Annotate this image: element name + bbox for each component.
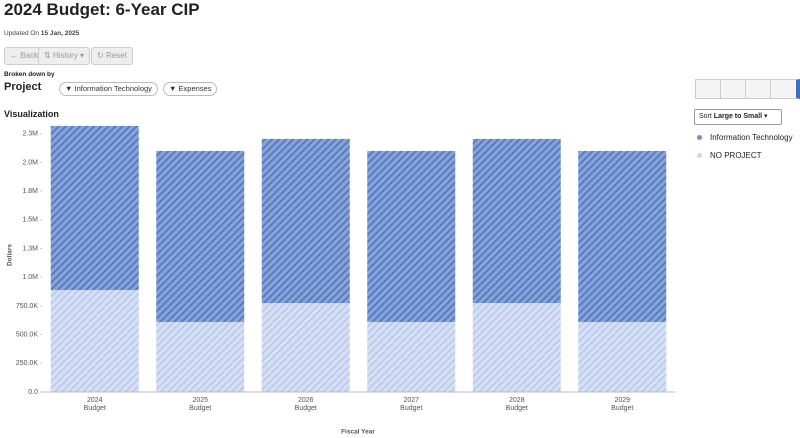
x-tick-sublabel: Budget: [400, 405, 422, 412]
y-tick-label: 1.0M: [22, 274, 38, 281]
y-tick-label: 2.0M: [22, 159, 38, 166]
button-label: Reset: [105, 51, 127, 60]
updated-date: 15 Jan, 2025: [40, 30, 80, 37]
x-tick-label: 2027: [403, 397, 419, 404]
x-tick-label: 2028: [509, 397, 525, 404]
x-tick-label: 2024: [87, 397, 103, 404]
x-tick-sublabel: Budget: [506, 405, 528, 412]
bar-segment: [578, 150, 667, 322]
y-tick-label: 500.0K: [16, 331, 39, 338]
legend-label[interactable]: Information Technology: [710, 133, 793, 142]
bar-segment: [156, 150, 245, 322]
x-tick-label: 2029: [614, 397, 630, 404]
area-view[interactable]: [720, 79, 747, 99]
bar-segment: [472, 138, 561, 304]
y-tick-label: 2.3M: [22, 131, 38, 138]
x-tick-label: 2026: [298, 397, 314, 404]
y-tick-label: 1.8M: [22, 188, 38, 195]
line-view[interactable]: [745, 79, 772, 99]
bar-segment: [367, 321, 456, 392]
pie-view[interactable]: [770, 79, 800, 99]
filter-chip[interactable]: ▼ Expenses: [163, 82, 218, 96]
x-tick-label: 2025: [192, 397, 208, 404]
y-tick-label: 750.0K: [16, 303, 39, 310]
chip-label: Information Technology: [74, 84, 152, 93]
chart: Dollars Fiscal Year 0.0 250.0K 500.0K 750.0…: [7, 125, 675, 436]
section-title: Visualization: [4, 109, 59, 119]
reset-button[interactable]: ↻ Reset: [91, 47, 133, 65]
breakdown-value[interactable]: Project: [4, 81, 42, 93]
updated: Updated On 15 Jan, 2025: [4, 30, 79, 37]
page-title: 2024 Budget: 6-Year CIP: [4, 0, 200, 19]
x-axis-label: Fiscal Year: [341, 429, 375, 436]
button-label: History: [52, 51, 78, 60]
y-axis-label: Dollars: [7, 244, 14, 266]
bar-segment: [578, 321, 667, 392]
bar-segment: [50, 290, 139, 392]
chip-label: Expenses: [178, 84, 212, 93]
table-view[interactable]: [695, 79, 722, 99]
y-tick-label: 250.0K: [16, 360, 39, 367]
bar-segment: [367, 150, 456, 322]
bar-segment: [472, 303, 561, 392]
x-tick-sublabel: Budget: [189, 405, 211, 412]
x-tick-sublabel: Budget: [84, 405, 106, 412]
updated-label: Updated On: [4, 30, 40, 37]
bar-segment: [50, 125, 139, 291]
x-tick-sublabel: Budget: [295, 405, 317, 412]
history-button[interactable]: ⇅ History ▾: [38, 47, 91, 65]
x-tick-sublabel: Budget: [611, 405, 633, 412]
button-label: Back: [20, 51, 39, 60]
bar-segment: [261, 138, 350, 304]
sort-value: Large to Small: [713, 113, 763, 120]
breakdown-label: Broken down by: [4, 71, 55, 78]
y-tick-label: 0.0: [28, 389, 38, 396]
y-tick-label: 1.3M: [22, 245, 38, 252]
legend-marker: [697, 153, 702, 158]
bar-segment: [261, 303, 350, 392]
y-tick-label: 1.5M: [22, 217, 38, 224]
sort-label: Sort: [699, 113, 712, 120]
bar-segment: [156, 321, 245, 392]
sort-dropdown[interactable]: Sort Large to Small ▾: [694, 109, 782, 125]
legend-marker: [697, 135, 702, 140]
filter-chip[interactable]: ▼ Information Technology: [59, 82, 158, 96]
legend-label[interactable]: NO PROJECT: [710, 151, 762, 160]
